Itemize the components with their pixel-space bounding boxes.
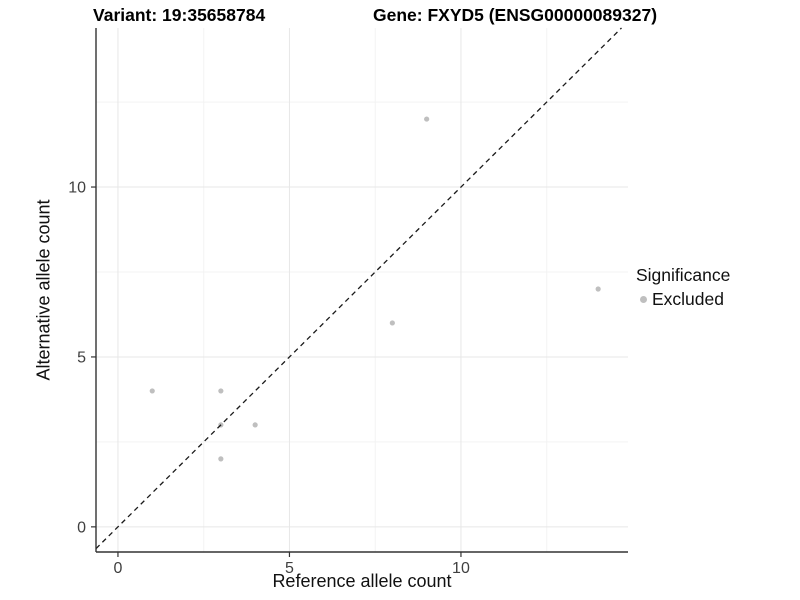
- identity-line: [95, 27, 622, 550]
- data-point: [389, 320, 395, 326]
- data-point: [218, 388, 224, 394]
- y-axis-ticks: 0 5 10: [68, 180, 96, 536]
- y-axis-title: Alternative allele count: [33, 199, 54, 381]
- data-point: [595, 286, 601, 292]
- grid-minor: [96, 28, 628, 552]
- legend: Significance Excluded: [636, 265, 730, 310]
- legend-item: Excluded: [636, 289, 730, 310]
- y-tick-label: 0: [77, 519, 86, 536]
- x-axis-ticks: 0 5 10: [113, 552, 470, 577]
- data-point: [252, 422, 258, 428]
- grid-major: [96, 28, 628, 552]
- legend-title: Significance: [636, 265, 731, 285]
- y-tick-label: 10: [68, 180, 86, 197]
- data-point: [218, 456, 224, 462]
- legend-key-dot: [640, 296, 647, 303]
- variant-title: Variant: 19:35658784: [93, 5, 266, 25]
- legend-item-label: Excluded: [652, 289, 724, 309]
- legend-items: Excluded: [636, 289, 730, 310]
- data-point: [149, 388, 155, 394]
- x-tick-label: 5: [285, 560, 294, 577]
- y-tick-label: 5: [77, 349, 86, 366]
- data-point: [424, 116, 430, 122]
- x-axis-title: Reference allele count: [272, 571, 452, 591]
- x-tick-label: 10: [452, 560, 470, 577]
- gene-title: Gene: FXYD5 (ENSG00000089327): [373, 5, 658, 25]
- x-tick-label: 0: [113, 560, 122, 577]
- data-points: [149, 116, 601, 462]
